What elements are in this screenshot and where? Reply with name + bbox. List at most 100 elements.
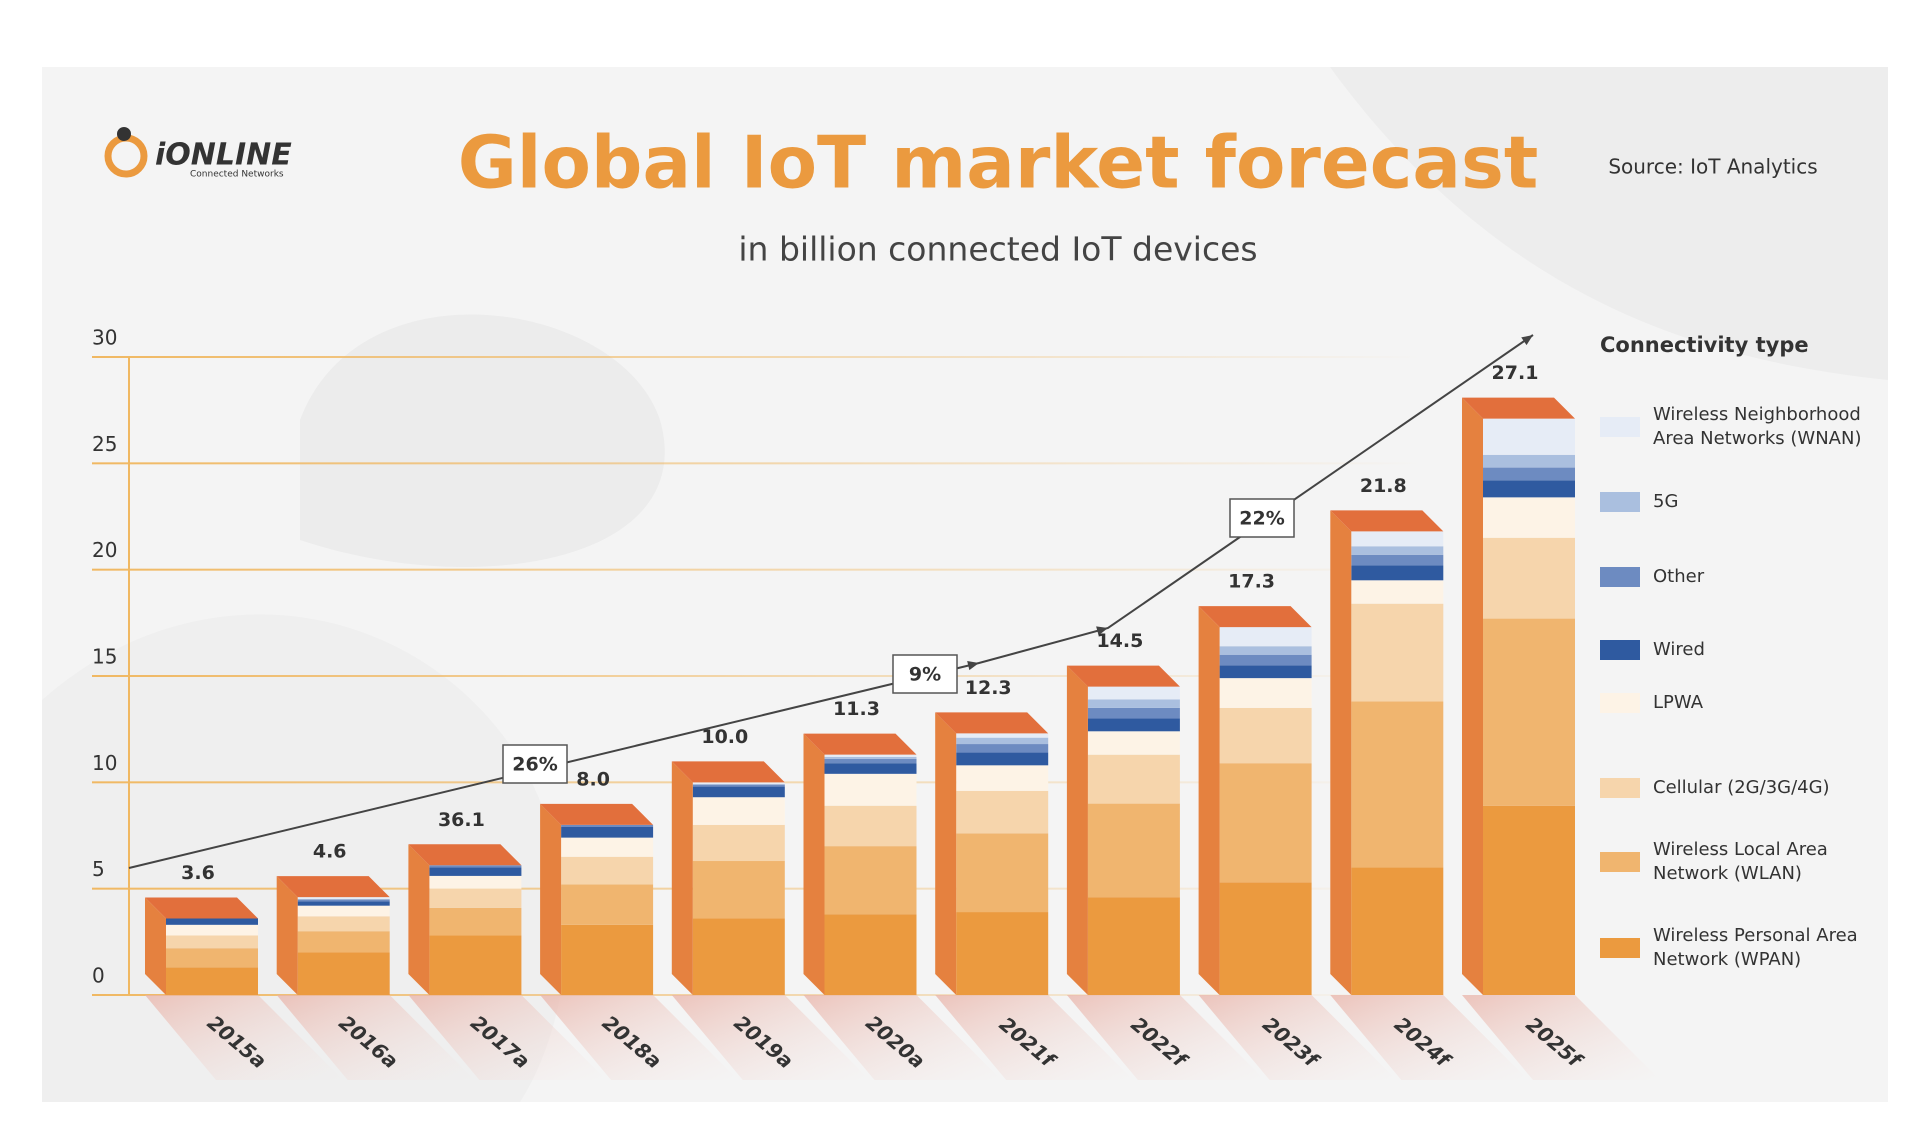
total-label: 17.3 [1228, 571, 1275, 593]
floor-shadow [1330, 995, 1529, 1080]
bg-swoosh [300, 314, 665, 567]
bar-segment [1219, 707, 1312, 764]
legend-label: Other [1653, 566, 1705, 587]
bar-top [671, 761, 785, 783]
total-label: 11.3 [833, 698, 880, 720]
logo: iONLINE Connected Networks [104, 127, 292, 180]
bar-segment [166, 967, 258, 995]
bar-segment [1219, 763, 1312, 883]
legend-label: Wireless Neighborhood Area Networks (WNAN… [1653, 404, 1862, 449]
bar-segment [297, 931, 390, 953]
bar-top [1198, 606, 1312, 628]
bar-segment [692, 784, 785, 787]
bar-side [145, 897, 166, 995]
legend-label: LPWA [1653, 692, 1704, 713]
bar-segment [1351, 546, 1444, 555]
total-label: 8.0 [576, 768, 610, 790]
bar-segment [429, 907, 522, 936]
floor-shadow [540, 995, 739, 1080]
bar-segment [429, 935, 522, 995]
bar-segment [1351, 565, 1444, 581]
y-tick-label: 0 [92, 964, 105, 988]
total-label: 36.1 [438, 809, 485, 831]
bar-segment [692, 786, 785, 798]
bar-segment [1483, 480, 1575, 498]
bar-segment [956, 744, 1049, 753]
total-label: 14.5 [1096, 630, 1143, 652]
bar-segment [1087, 731, 1180, 755]
bar-segment [1219, 665, 1312, 679]
bar-segment [561, 837, 654, 857]
bar-top [1330, 510, 1444, 532]
bar-segment [1483, 497, 1575, 538]
bar-segment [166, 924, 258, 936]
bar-segment [692, 918, 785, 995]
bar-side [935, 712, 957, 995]
legend-label: 5G [1653, 491, 1678, 512]
floor-shadow [935, 995, 1134, 1080]
bar-segment [561, 824, 654, 827]
bar-segment [692, 861, 785, 919]
bar-segment [297, 901, 390, 906]
growth-label: 22% [1239, 508, 1284, 530]
bar-segment [956, 733, 1049, 738]
bar-segment [1087, 699, 1180, 708]
bar-segment [561, 856, 654, 885]
bar-top [803, 733, 917, 755]
legend-label: Wireless Local Area Network (WLAN) [1653, 839, 1828, 884]
floor-shadow [803, 995, 1002, 1080]
bar-top [408, 844, 522, 866]
trend-arrowhead [967, 661, 979, 671]
floor-shadow [1066, 995, 1265, 1080]
bar-segment [824, 758, 917, 764]
bar-segment [824, 756, 917, 759]
y-tick-label: 10 [92, 751, 117, 775]
legend-swatch [1600, 693, 1640, 713]
bar-segment [166, 948, 258, 968]
bar-segment [561, 884, 654, 925]
bar-side [540, 803, 562, 995]
bar-top [935, 712, 1049, 734]
bar-segment [1351, 867, 1444, 995]
bar-side [1198, 606, 1220, 995]
grid-line [92, 356, 1422, 358]
bar-segment [692, 782, 785, 785]
bar-segment [1351, 554, 1444, 566]
legend-swatch [1600, 417, 1640, 437]
bar-segment [1087, 754, 1180, 804]
bar-segment [429, 865, 522, 868]
bar-side [1066, 665, 1088, 995]
bar-segment [1219, 654, 1312, 666]
growth-box [502, 744, 568, 784]
bar-segment [166, 918, 258, 925]
floor-shadow [145, 995, 343, 1080]
bar-segment [1483, 454, 1575, 468]
total-label: 3.6 [181, 862, 215, 884]
grid-line [92, 568, 1422, 571]
bar-segment [1351, 701, 1444, 868]
trend-arrowhead [1521, 335, 1533, 346]
floor-shadow [1198, 995, 1397, 1080]
growth-box [892, 654, 958, 694]
bar-top [276, 876, 390, 898]
legend-swatch [1600, 640, 1640, 660]
bar-segment [956, 912, 1049, 995]
y-tick-label: 30 [92, 326, 117, 350]
chart-title: Global IoT market forecast [458, 121, 1539, 205]
bar-segment [1219, 678, 1312, 708]
bar-segment [1483, 418, 1575, 455]
y-tick-label: 15 [92, 645, 117, 669]
bar-segment [1483, 537, 1575, 619]
bar-segment [1087, 686, 1180, 700]
bar-segment [297, 952, 390, 995]
floor-shadow [1462, 995, 1660, 1080]
bar-segment [824, 846, 917, 915]
bar-segment [429, 867, 522, 876]
bar-side [1462, 397, 1483, 995]
bar-segment [824, 805, 917, 847]
chart-subtitle: in billion connected IoT devices [738, 230, 1257, 269]
bar-segment [956, 790, 1049, 834]
bar-segment [824, 773, 917, 806]
bar-segment [1087, 718, 1180, 732]
floor-shadow [671, 995, 870, 1080]
